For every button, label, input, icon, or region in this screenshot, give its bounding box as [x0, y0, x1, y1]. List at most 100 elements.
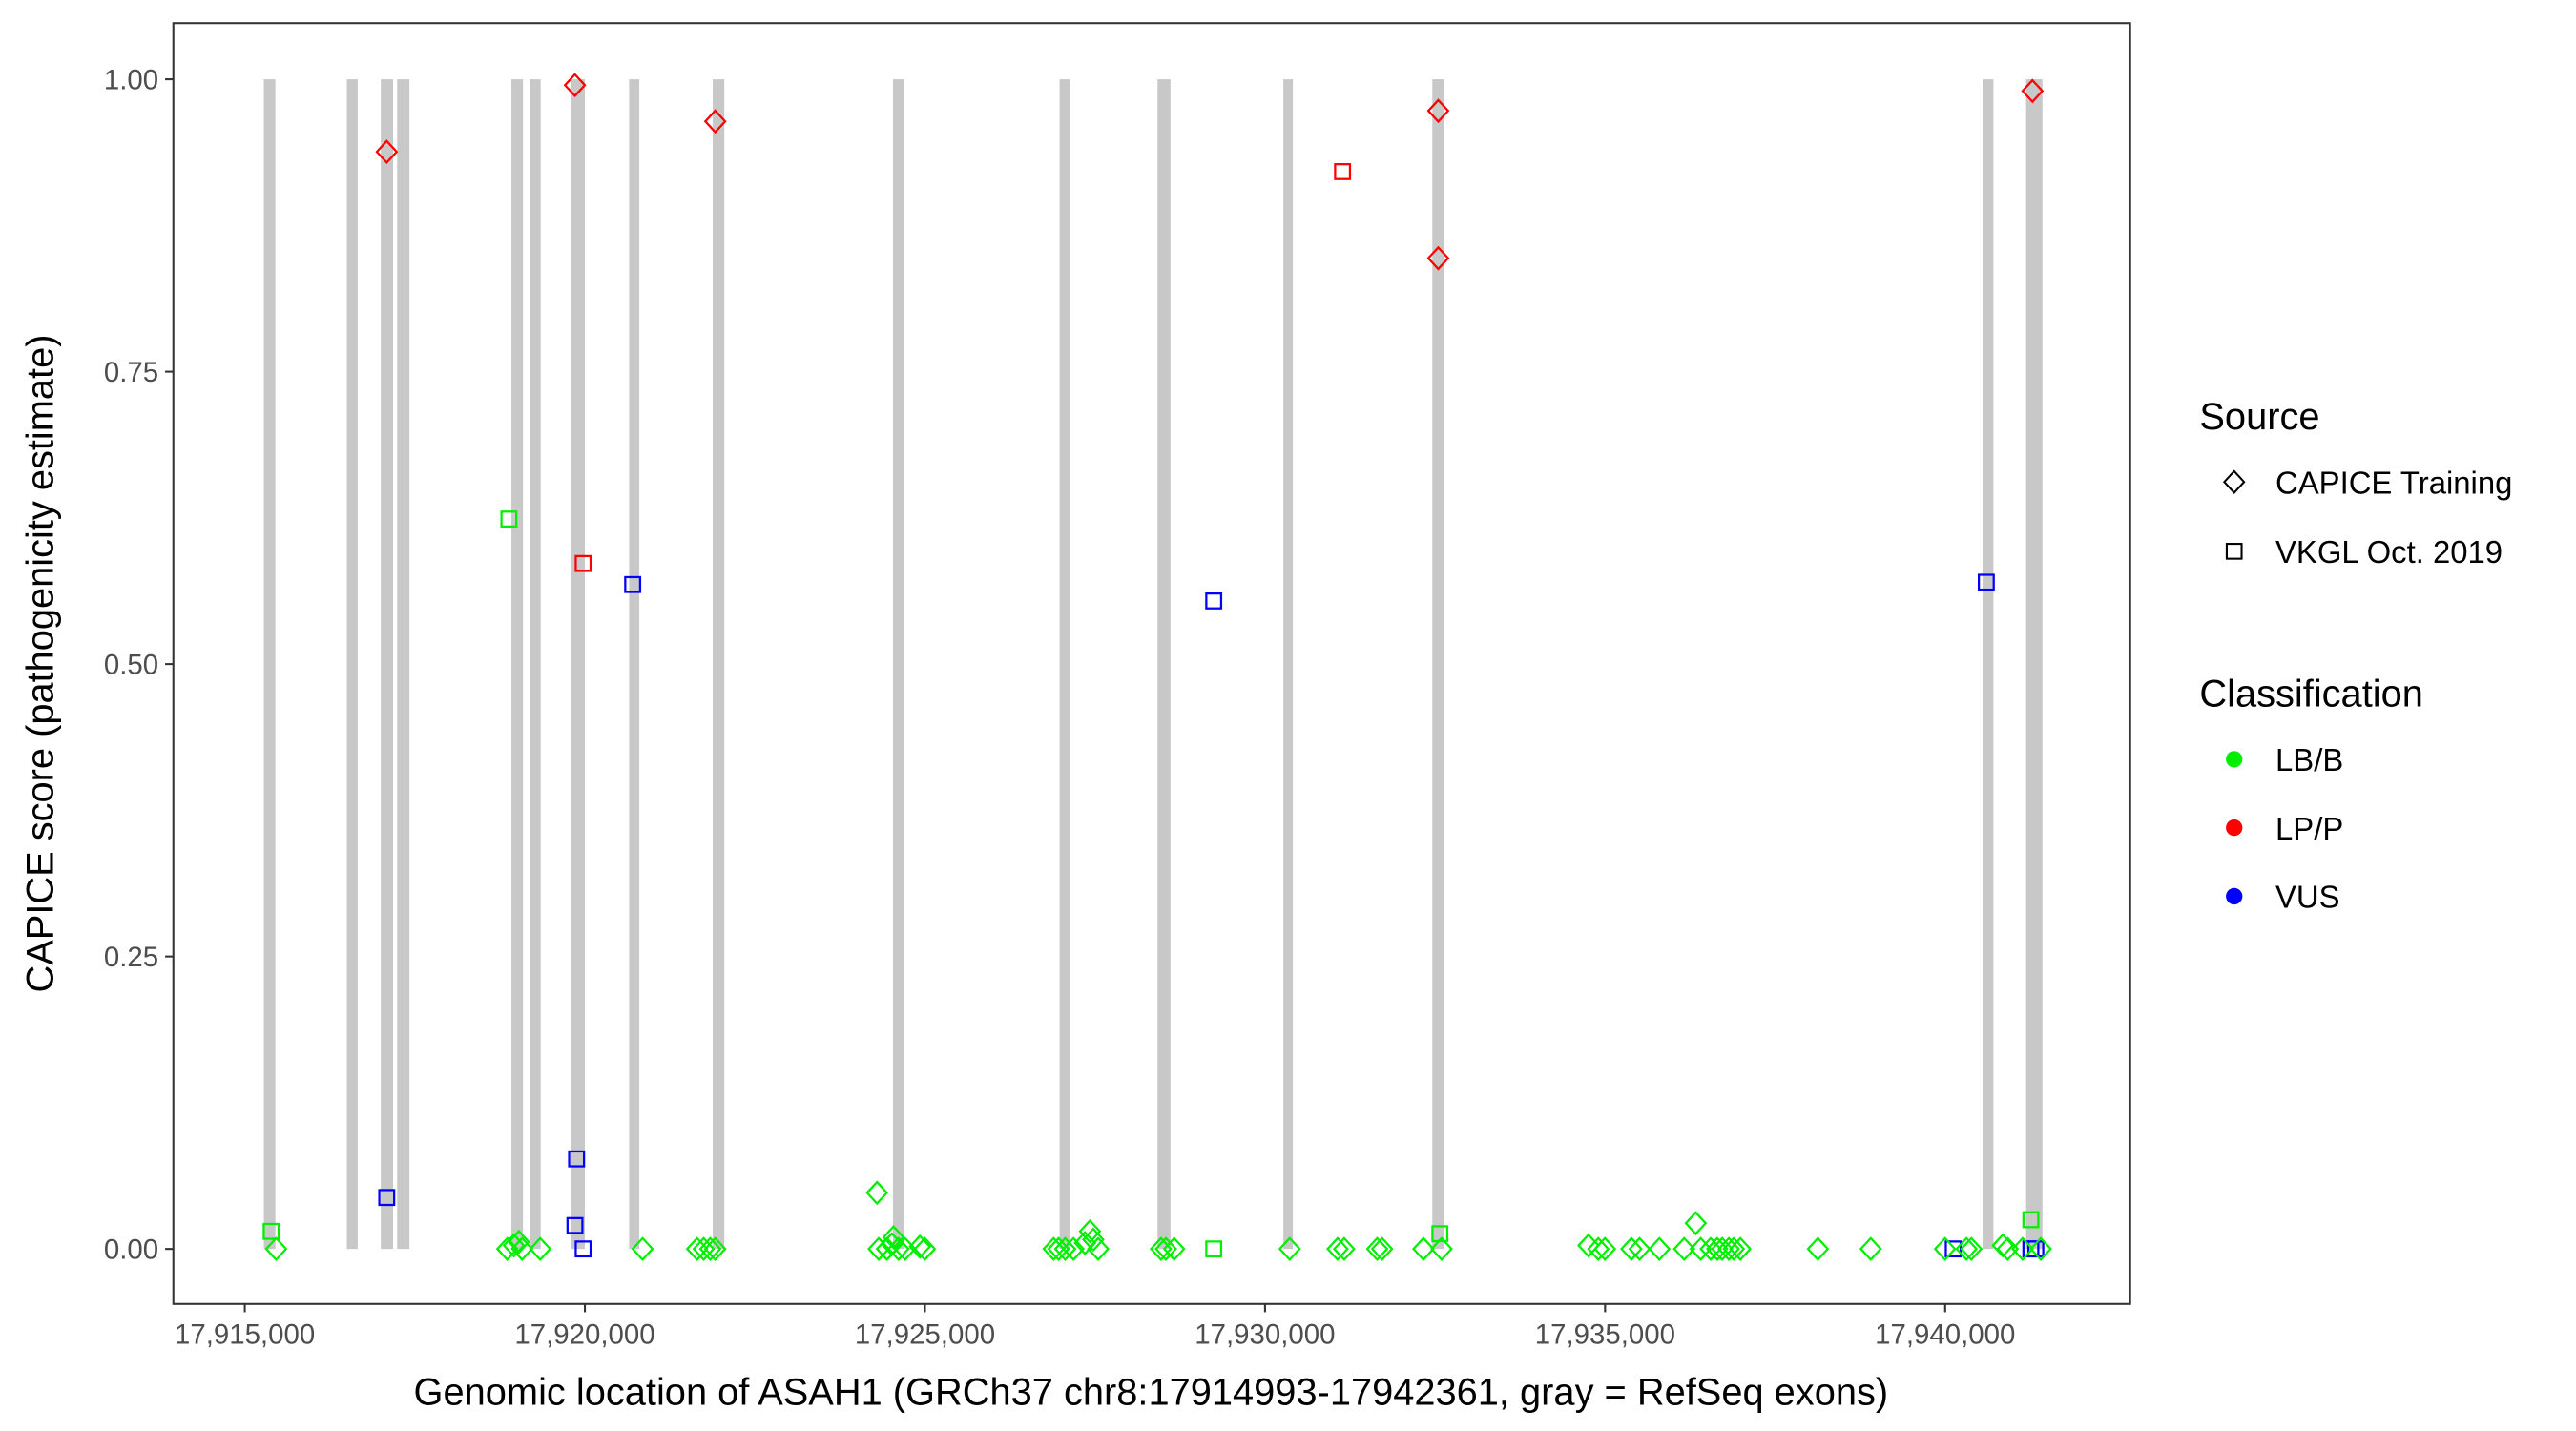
data-point: [502, 1233, 526, 1258]
data-point: [566, 1216, 584, 1234]
data-point: [529, 1236, 552, 1262]
data-point: [574, 1240, 592, 1258]
data-point: [703, 109, 727, 135]
data-point: [510, 1236, 534, 1262]
data-point: [1648, 1236, 1672, 1262]
x-axis-title: Genomic location of ASAH1 (GRCh37 chr8:1…: [414, 1371, 1889, 1413]
exon-band: [397, 79, 410, 1250]
data-point: [568, 1150, 586, 1168]
data-point: [1081, 1227, 1105, 1253]
data-point: [1205, 591, 1223, 610]
y-tick-label: 0.75: [104, 357, 158, 388]
data-point: [1684, 1211, 1708, 1236]
data-point: [1689, 1236, 1713, 1262]
data-point: [1042, 1236, 1066, 1262]
exon-band: [346, 79, 358, 1250]
data-point: [1587, 1236, 1610, 1262]
exon-band: [1283, 79, 1294, 1250]
data-point: [1933, 1236, 1957, 1262]
exon-band: [1432, 79, 1444, 1250]
legend-class-label: LP/P: [2275, 811, 2343, 846]
data-point: [264, 1236, 288, 1262]
exon-bands: [263, 79, 2043, 1250]
plot-panel-border: [172, 22, 2131, 1305]
data-point: [2011, 1236, 2034, 1262]
data-point: [1717, 1236, 1740, 1262]
exon-band: [892, 79, 904, 1250]
data-point: [867, 1236, 890, 1262]
data-point: [1960, 1236, 1984, 1262]
data-point: [1053, 1236, 1077, 1262]
data-point: [1944, 1240, 1963, 1258]
exon-band: [381, 79, 393, 1250]
data-point: [1996, 1236, 2020, 1262]
data-point: [908, 1234, 932, 1259]
legend-source-label: CAPICE Training: [2275, 465, 2512, 500]
data-point: [882, 1224, 905, 1250]
data-point: [1326, 1236, 1349, 1262]
data-point: [1430, 1236, 1453, 1262]
exon-band: [511, 79, 524, 1250]
y-tick-label: 0.50: [104, 650, 158, 681]
data-point: [1205, 1240, 1223, 1258]
legend-dot-icon: [2226, 751, 2243, 768]
data-point: [1154, 1236, 1177, 1262]
legend-dot-icon: [2226, 887, 2243, 905]
y-tick-label: 0.25: [104, 942, 158, 973]
x-tick-label: 17,930,000: [1195, 1318, 1335, 1350]
legend-source-label: VKGL Oct. 2019: [2275, 534, 2503, 570]
data-point: [880, 1232, 904, 1257]
data-point: [624, 575, 642, 593]
exon-band: [629, 79, 640, 1250]
data-point: [495, 1236, 519, 1262]
data-point: [1577, 1233, 1600, 1258]
data-point: [1593, 1236, 1617, 1262]
data-point: [1620, 1236, 1643, 1262]
data-point: [1047, 1236, 1070, 1262]
data-point: [507, 1229, 530, 1255]
y-tick-label: 0.00: [104, 1234, 158, 1266]
exon-band: [571, 79, 586, 1250]
exon-band: [1982, 79, 1994, 1250]
legend-source-title: Source: [2199, 396, 2319, 438]
legend-classification-title: Classification: [2199, 673, 2422, 715]
data-point: [1628, 1236, 1652, 1262]
data-point: [2022, 1240, 2040, 1258]
data-point: [1978, 573, 1995, 591]
legend-class-label: VUS: [2275, 880, 2340, 915]
exon-band: [263, 79, 276, 1250]
data-point: [1699, 1236, 1722, 1262]
data-point: [563, 73, 587, 98]
legend-class-label: LB/B: [2275, 742, 2343, 778]
y-tick-label: 1.00: [104, 64, 158, 95]
data-point: [2029, 1236, 2052, 1262]
data-point: [631, 1236, 654, 1262]
data-point: [1334, 163, 1352, 180]
exon-band: [530, 79, 541, 1250]
exon-band: [1157, 79, 1171, 1250]
data-point: [1426, 98, 1450, 124]
data-point: [1955, 1236, 1979, 1262]
data-point: [698, 1236, 722, 1262]
data-point: [2022, 1211, 2040, 1229]
x-tick-label: 17,935,000: [1535, 1318, 1675, 1350]
data-point: [875, 1236, 899, 1262]
data-point: [375, 139, 399, 164]
y-axis-ticks: 0.00 0.25 0.50 0.75 1.00: [104, 64, 174, 1266]
data-point: [1078, 1218, 1102, 1244]
exon-band: [713, 79, 725, 1250]
legend-square-icon: [2225, 543, 2243, 560]
data-point: [886, 1236, 910, 1262]
x-tick-label: 17,920,000: [514, 1318, 654, 1350]
data-point: [1729, 1236, 1753, 1262]
data-point: [1806, 1236, 1830, 1262]
x-tick-label: 17,940,000: [1875, 1318, 2015, 1350]
data-point: [1722, 1236, 1746, 1262]
data-point: [703, 1236, 727, 1262]
legend-dot-icon: [2226, 819, 2243, 837]
data-points: [262, 73, 2052, 1262]
data-point: [1426, 245, 1450, 271]
data-point: [865, 1180, 889, 1206]
data-point: [1365, 1236, 1389, 1262]
data-point: [2021, 78, 2045, 104]
